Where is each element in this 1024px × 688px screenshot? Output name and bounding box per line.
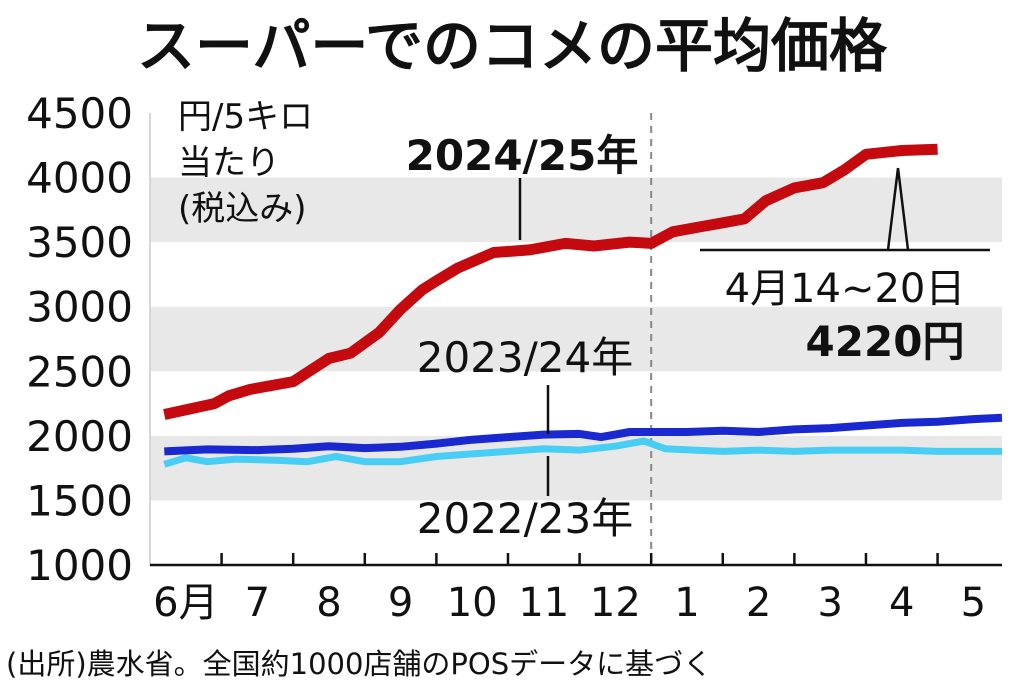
y-axis-ticks: 1000 1500 2000 2500 3000 3500 4000 4500 [26,89,133,590]
callout-leader [700,167,990,252]
x-tick-label: 11 [518,580,569,626]
chart-title: スーパーでのコメの平均価格 [137,12,888,80]
series-line-2024-25 [163,143,938,420]
x-tick-label: 3 [817,580,842,626]
background-band [150,177,1002,243]
background-band [150,113,1002,178]
series-label-2023-24: 2023/24年 [417,333,633,382]
x-tick-label: 12 [590,580,641,626]
x-tick-label: 10 [447,580,498,626]
source-note: (出所)農水省。全国約1000店舗のPOSデータに基づく [6,647,712,681]
y-unit-line-2: 当たり [178,143,280,183]
x-tick-label: 4 [889,580,914,626]
x-tick-label: 8 [316,580,341,626]
x-axis-ticks: 6月 7 8 9 10 11 12 1 2 3 4 5 [153,553,986,626]
y-tick-label: 3500 [26,218,133,267]
y-tick-label: 3000 [26,283,133,332]
callout-value: 4220円 [806,317,965,366]
x-tick-label: 6月 [153,580,218,626]
x-tick-label: 5 [961,580,986,626]
y-tick-label: 1000 [26,541,133,590]
series-line-2023-24 [164,413,1003,456]
y-tick-label: 2000 [26,412,133,461]
series-lines [163,143,1003,468]
series-label-2024-25: 2024/25年 [406,131,639,180]
x-tick-label: 1 [674,580,699,626]
x-tick-label: 7 [245,580,270,626]
y-unit-line-3: (税込み) [178,189,307,229]
background-band [150,306,1002,372]
x-tick-label: 9 [388,580,413,626]
x-tick-label: 2 [746,580,771,626]
y-tick-label: 4000 [26,154,133,203]
series-label-2022-23: 2022/23年 [417,494,633,543]
y-tick-label: 2500 [26,347,133,396]
y-tick-label: 4500 [26,89,133,138]
callout-date: 4月14~20日 [725,266,966,312]
y-unit-line-1: 円/5キロ [178,97,313,137]
background-band [150,242,1002,307]
y-tick-label: 1500 [26,476,133,525]
series-line-2022-23 [163,437,1002,468]
